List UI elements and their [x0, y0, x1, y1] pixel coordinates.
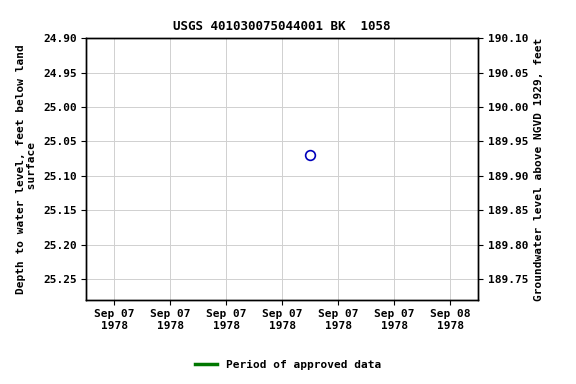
Title: USGS 401030075044001 BK  1058: USGS 401030075044001 BK 1058 [173, 20, 391, 33]
Y-axis label: Depth to water level, feet below land
 surface: Depth to water level, feet below land su… [16, 44, 37, 294]
Y-axis label: Groundwater level above NGVD 1929, feet: Groundwater level above NGVD 1929, feet [534, 37, 544, 301]
Legend: Period of approved data: Period of approved data [191, 356, 385, 375]
